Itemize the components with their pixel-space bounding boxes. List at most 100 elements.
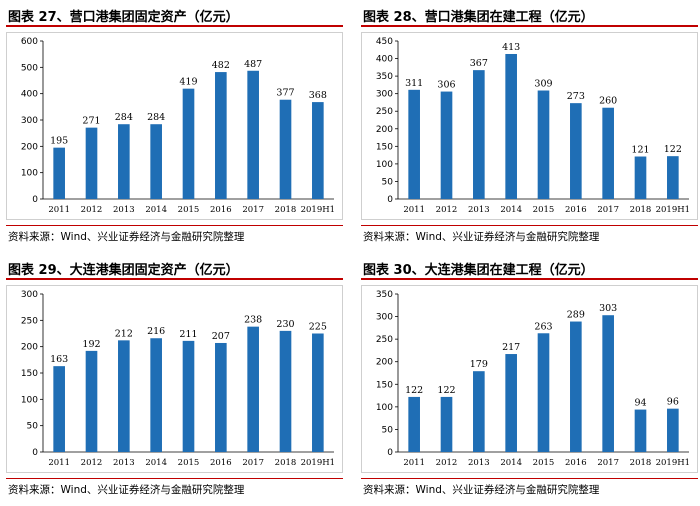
bar (247, 70, 259, 199)
bar (279, 99, 292, 199)
bar (247, 326, 259, 452)
source-divider (6, 225, 343, 226)
bar-chart: 0 100 200 300 400 500 600 195 2011 271 2012 284 2013… (21, 37, 335, 215)
bar (312, 102, 324, 199)
data-label: 306 (437, 80, 455, 91)
bar (505, 53, 517, 199)
data-label: 230 (276, 319, 294, 330)
bar (570, 103, 582, 199)
data-label: 121 (631, 145, 649, 156)
x-tick-label: 2015 (178, 205, 200, 215)
data-label: 284 (115, 112, 133, 123)
x-tick-label: 2012 (81, 458, 103, 468)
data-label: 419 (179, 77, 197, 88)
y-tick-label: 500 (21, 63, 38, 73)
x-tick-label: 2016 (210, 205, 232, 215)
y-tick-label: 150 (376, 380, 393, 390)
bar (150, 124, 162, 199)
data-label: 122 (405, 385, 423, 396)
y-tick-label: 250 (21, 316, 38, 326)
data-label: 303 (599, 303, 617, 314)
chart-title: 图表 30、大连港集团在建工程（亿元） (363, 263, 594, 278)
title-divider (361, 25, 698, 27)
bar (602, 107, 614, 199)
y-tick-label: 600 (21, 37, 38, 47)
bar (634, 156, 647, 199)
bar (182, 88, 195, 199)
bar-chart: 0 50 100 150 200 250 300 350 400 450 311 2011 306 201… (376, 37, 690, 215)
y-tick-label: 300 (21, 290, 38, 300)
x-tick-label: 2014 (500, 205, 522, 215)
title-divider (361, 278, 698, 280)
bar (537, 333, 550, 452)
chart-frame: 0 50 100 150 200 250 300 163 2011 192 2012 212 2013 2… (6, 285, 343, 473)
data-label: 309 (534, 79, 552, 90)
chart-frame: 0 50 100 150 200 250 300 350 122 2011 122 2012 179 20… (361, 285, 698, 473)
x-tick-label: 2011 (48, 458, 70, 468)
data-label: 289 (567, 310, 585, 321)
x-tick-label: 2017 (597, 205, 619, 215)
bar (570, 321, 582, 452)
bar (85, 350, 98, 452)
x-tick-label: 2012 (436, 205, 458, 215)
x-tick-label: 2015 (533, 458, 555, 468)
chart-title: 图表 29、大连港集团固定资产（亿元） (8, 263, 239, 278)
bar (537, 90, 550, 199)
data-label: 482 (212, 60, 230, 71)
data-label: 122 (664, 144, 682, 155)
data-label: 260 (599, 96, 617, 107)
x-tick-label: 2011 (403, 205, 425, 215)
bar (279, 330, 292, 452)
x-tick-label: 2012 (81, 205, 103, 215)
x-tick-label: 2017 (597, 458, 619, 468)
x-tick-label: 2018 (275, 458, 297, 468)
chart-panel-2: 图表 28、营口港集团在建工程（亿元） 0 50 100 150 200 250 300 35… (355, 0, 700, 253)
source-note: 资料来源：Wind、兴业证券经济与金融研究院整理 (363, 231, 600, 243)
y-tick-label: 200 (376, 358, 393, 368)
source-note: 资料来源：Wind、兴业证券经济与金融研究院整理 (363, 484, 600, 496)
bar (602, 315, 614, 452)
source-note: 资料来源：Wind、兴业证券经济与金融研究院整理 (8, 231, 245, 243)
y-tick-label: 300 (376, 313, 393, 323)
y-tick-label: 450 (376, 37, 393, 47)
y-tick-label: 50 (382, 177, 394, 187)
bar (182, 340, 195, 452)
x-tick-label: 2018 (630, 205, 652, 215)
y-tick-label: 0 (32, 195, 38, 205)
source-divider (361, 478, 698, 479)
title-divider (6, 25, 343, 27)
y-tick-label: 300 (376, 90, 393, 100)
data-label: 163 (50, 354, 68, 365)
x-tick-label: 2012 (436, 458, 458, 468)
x-tick-label: 2016 (565, 458, 587, 468)
y-tick-label: 400 (21, 90, 38, 100)
bar (473, 371, 485, 452)
data-label: 195 (50, 136, 68, 147)
y-tick-label: 350 (376, 290, 393, 300)
x-tick-label: 2013 (113, 458, 135, 468)
bar (505, 354, 517, 452)
y-tick-label: 0 (32, 448, 38, 458)
x-tick-label: 2018 (630, 458, 652, 468)
y-tick-label: 250 (376, 107, 393, 117)
x-tick-label: 2014 (145, 458, 167, 468)
y-tick-label: 150 (21, 369, 38, 379)
chart-title: 图表 28、营口港集团在建工程（亿元） (363, 10, 594, 25)
data-label: 263 (534, 321, 552, 332)
data-label: 122 (437, 385, 455, 396)
y-tick-label: 400 (376, 55, 393, 65)
x-tick-label: 2019H1 (301, 458, 335, 468)
bar (150, 338, 162, 452)
data-label: 284 (147, 112, 165, 123)
y-tick-label: 100 (21, 169, 38, 179)
data-label: 413 (502, 42, 520, 53)
data-label: 179 (470, 359, 488, 370)
data-label: 192 (82, 339, 100, 350)
x-tick-label: 2011 (48, 205, 70, 215)
bar (667, 156, 679, 199)
chart-title: 图表 27、营口港集团固定资产（亿元） (8, 10, 239, 25)
y-tick-label: 250 (376, 335, 393, 345)
data-label: 368 (309, 90, 327, 101)
bar-chart: 0 50 100 150 200 250 300 350 122 2011 122 2012 179 20… (376, 290, 690, 468)
y-tick-label: 150 (376, 142, 393, 152)
